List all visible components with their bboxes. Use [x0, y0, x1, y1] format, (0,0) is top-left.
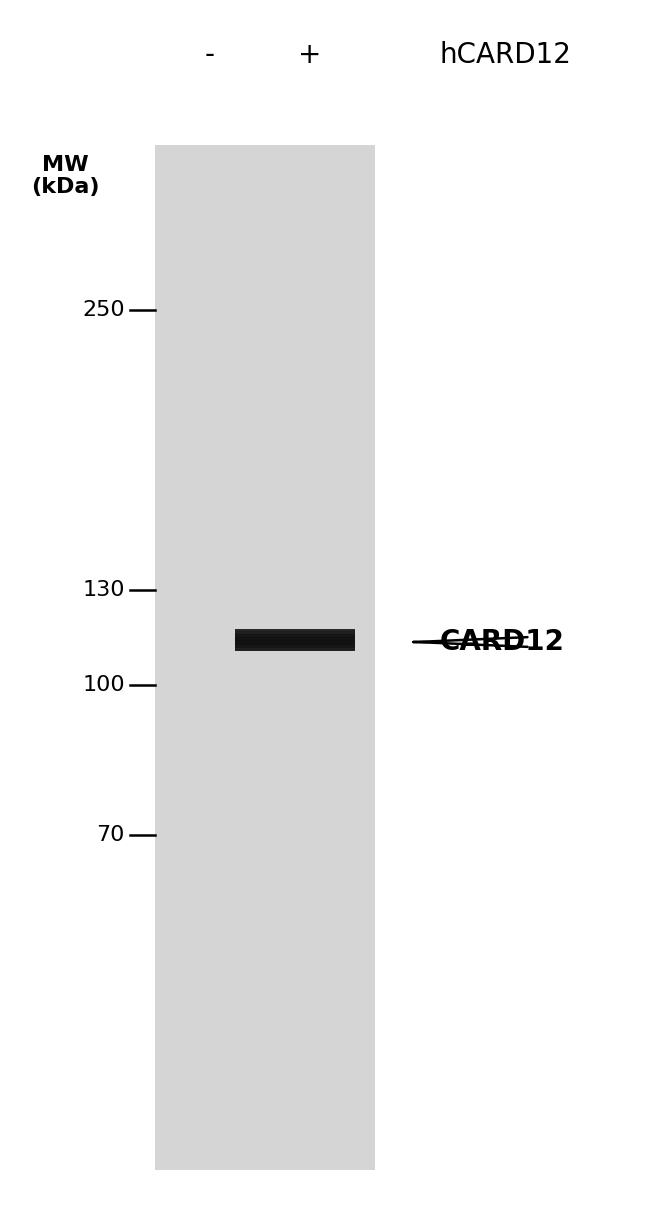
Text: +: + [298, 41, 322, 69]
Bar [235, 629, 355, 651]
Text: 70: 70 [97, 825, 125, 845]
Text: 250: 250 [83, 300, 125, 321]
Text: hCARD12: hCARD12 [440, 41, 572, 69]
Text: 100: 100 [83, 675, 125, 695]
Text: CARD12: CARD12 [440, 628, 565, 656]
Text: 130: 130 [83, 580, 125, 600]
Bar [155, 145, 375, 1170]
Text: MW
(kDa): MW (kDa) [31, 155, 99, 196]
Text: -: - [205, 41, 215, 69]
